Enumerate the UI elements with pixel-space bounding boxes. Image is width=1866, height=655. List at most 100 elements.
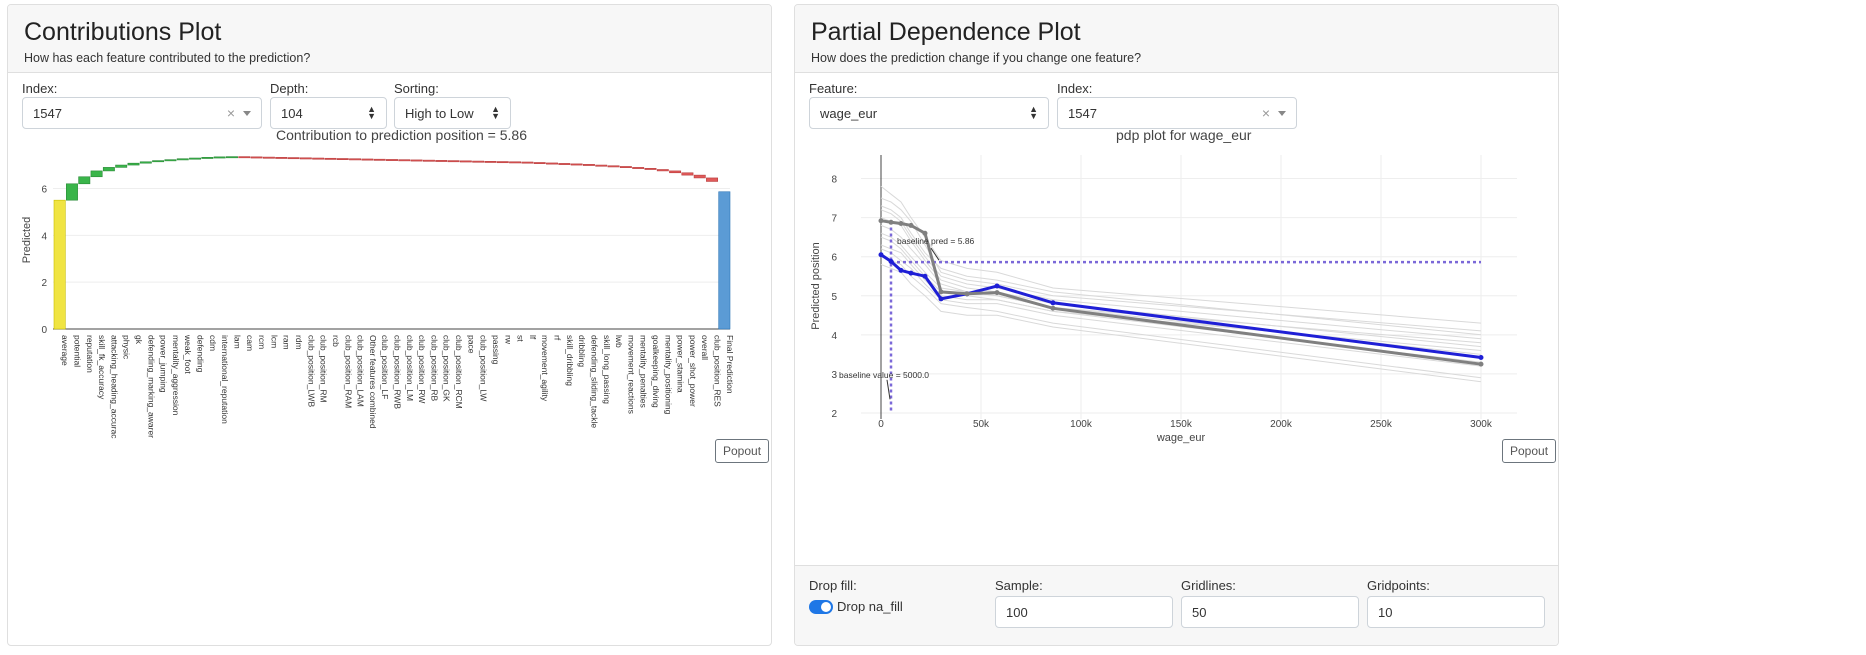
- index-select[interactable]: 1547 ×: [22, 97, 262, 129]
- waterfall-bar: [435, 160, 448, 162]
- x-tick-label: gk: [134, 335, 144, 345]
- pdp-point: [878, 218, 884, 224]
- waterfall-bar: [607, 165, 620, 168]
- depth-select[interactable]: 104 ▲ ▼: [270, 97, 387, 129]
- x-tick-label: passing: [491, 335, 501, 365]
- pdp-point: [908, 270, 914, 276]
- pdp-point: [938, 289, 944, 295]
- waterfall-bar: [546, 162, 558, 165]
- waterfall-bar: [336, 158, 349, 160]
- waterfall-bar: [349, 158, 362, 161]
- x-tick-label: overall: [700, 335, 710, 360]
- x-tick-label: defending_marking_awarer: [146, 335, 156, 438]
- pdp-point: [1050, 300, 1056, 306]
- gridpoints-input[interactable]: 10: [1367, 596, 1545, 628]
- waterfall-bar: [472, 160, 485, 163]
- pdp-title: Partial Dependence Plot: [811, 18, 1081, 46]
- x-tick-label: goalkeeping_diving: [651, 335, 661, 408]
- y-tick-label: 2: [41, 278, 47, 289]
- pdp-index-select-value: 1547: [1068, 105, 1097, 121]
- waterfall-bar: [176, 158, 189, 161]
- index-select-value: 1547: [33, 105, 62, 121]
- x-tick-label: power_stamina: [676, 335, 686, 393]
- drop-na-fill-toggle[interactable]: [809, 600, 833, 614]
- pdp-index-select[interactable]: 1547 ×: [1057, 97, 1297, 129]
- waterfall-bar: [459, 160, 472, 163]
- x-tick-label: pace: [466, 335, 476, 354]
- waterfall-bar: [509, 161, 522, 164]
- x-axis-label: wage_eur: [1156, 432, 1206, 444]
- clear-icon[interactable]: ×: [1261, 105, 1270, 121]
- contributions-card: Contributions Plot How has each feature …: [7, 4, 772, 646]
- feature-select-value: wage_eur: [820, 105, 878, 121]
- x-tick-label: skill_long_passing: [602, 335, 612, 404]
- pdp-point: [1050, 305, 1056, 311]
- x-tick-label: movement_reactions: [626, 335, 636, 414]
- feature-label: Feature:: [809, 81, 858, 96]
- x-tick-label: weak_foot: [183, 334, 193, 374]
- waterfall-bar: [718, 191, 731, 330]
- x-tick-label: reputation: [85, 335, 95, 373]
- x-tick-label: cam: [245, 335, 255, 351]
- waterfall-bar: [102, 167, 115, 172]
- waterfall-bar: [447, 160, 460, 163]
- waterfall-bar: [127, 162, 140, 166]
- x-tick-label: 200k: [1270, 419, 1293, 430]
- x-tick-label: club_position_RWB: [393, 335, 403, 409]
- y-tick-label: 8: [831, 175, 837, 186]
- waterfall-bar: [361, 158, 374, 161]
- feature-select[interactable]: wage_eur ▲ ▼: [809, 97, 1049, 129]
- x-tick-label: club_position_LF: [380, 335, 390, 399]
- sample-input[interactable]: 100: [995, 596, 1173, 628]
- waterfall-bar: [164, 159, 177, 162]
- y-tick-label: 6: [831, 253, 837, 264]
- pdp-popout-button[interactable]: Popout: [1502, 439, 1557, 463]
- pdp-point: [922, 273, 928, 279]
- contributions-header: Contributions Plot How has each feature …: [8, 5, 771, 73]
- waterfall-bar: [139, 161, 152, 164]
- x-tick-label: power_shot_power: [688, 335, 698, 407]
- x-tick-label: average: [60, 335, 70, 366]
- y-tick-label: 0: [41, 325, 47, 336]
- waterfall-bar: [250, 156, 263, 159]
- depth-select-value: 104: [281, 105, 303, 121]
- chevron-down-icon[interactable]: [1278, 110, 1286, 116]
- clear-icon[interactable]: ×: [226, 105, 235, 121]
- x-tick-label: Final Prediction: [725, 335, 735, 394]
- x-tick-label: 0: [878, 419, 884, 430]
- waterfall-bar: [115, 164, 128, 168]
- x-tick-label: rcb: [331, 335, 341, 347]
- x-tick-label: 50k: [973, 419, 990, 430]
- waterfall-bar: [90, 170, 103, 178]
- x-tick-label: lf: [528, 335, 538, 340]
- y-tick-label: 4: [831, 331, 837, 342]
- x-tick-label: skill_dribbling: [565, 335, 575, 386]
- gridlines-input[interactable]: 50: [1181, 596, 1359, 628]
- x-tick-label: Other features combined: [368, 335, 378, 429]
- pdp-index-label: Index:: [1057, 81, 1093, 96]
- x-tick-label: 300k: [1470, 419, 1493, 430]
- drop-na-fill-label: Drop na_fill: [837, 599, 903, 614]
- waterfall-bar: [681, 172, 694, 176]
- waterfall-bar: [152, 160, 165, 163]
- baseline-pred-arrow: [930, 247, 940, 261]
- waterfall-bar: [656, 169, 669, 172]
- pdp-point: [922, 230, 928, 236]
- chevron-down-icon[interactable]: [243, 110, 251, 116]
- pdp-subtitle: How does the prediction change if you ch…: [811, 51, 1142, 65]
- waterfall-bar: [324, 157, 337, 160]
- gridlines-label: Gridlines:: [1181, 578, 1236, 593]
- x-tick-label: attacking_heading_accurac: [109, 335, 119, 439]
- pdp-point: [898, 267, 904, 273]
- contributions-popout-button[interactable]: Popout: [715, 439, 770, 463]
- x-tick-label: cdm: [208, 335, 218, 351]
- x-tick-label: mentality_aggression: [171, 335, 181, 416]
- pdp-point: [888, 219, 894, 225]
- updown-icon: ▲ ▼: [1029, 104, 1038, 121]
- x-tick-label: mentality_positioning: [663, 335, 673, 415]
- y-tick-label: 3: [831, 370, 837, 381]
- x-tick-label: club_position_GK: [442, 335, 452, 402]
- x-tick-label: lcm: [269, 335, 279, 348]
- sorting-select[interactable]: High to Low ▲ ▼: [394, 97, 511, 129]
